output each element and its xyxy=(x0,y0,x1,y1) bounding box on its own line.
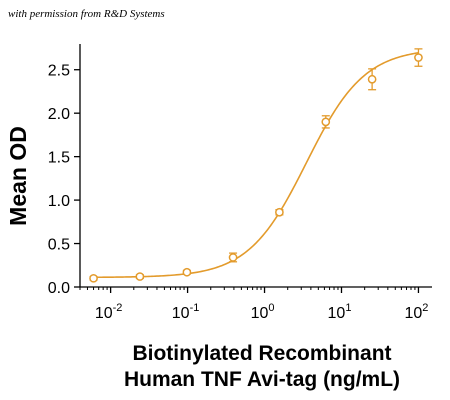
x-tick-label: 101 xyxy=(328,302,352,322)
y-tick-label: 0.5 xyxy=(48,237,70,254)
data-point xyxy=(182,267,192,277)
fit-curve xyxy=(93,51,419,279)
y-tick-label: 1.5 xyxy=(48,150,70,167)
data-marker xyxy=(321,117,331,127)
data-marker xyxy=(135,272,145,281)
x-tick-label: 10-2 xyxy=(95,302,123,322)
data-point xyxy=(228,252,238,263)
x-axis-title-line-2: Human TNF Avi-tag (ng/mL) xyxy=(124,368,400,391)
data-marker xyxy=(228,253,238,262)
axes: 0.0 0.5 1.0 1.5 2.0 2.5 10-2 10-1 100 101 102 xyxy=(48,44,432,322)
data-marker xyxy=(414,53,423,62)
data-point xyxy=(135,272,145,281)
fit-curve-layer xyxy=(93,51,419,279)
x-tick-label: 102 xyxy=(404,302,428,322)
data-points-layer xyxy=(89,48,423,283)
y-tick-label: 2.0 xyxy=(48,106,70,123)
data-marker xyxy=(182,267,192,277)
credit-text: with permission from R&D Systems xyxy=(8,8,165,20)
y-tick-label: 1.0 xyxy=(48,193,70,210)
y-tick-label: 0.0 xyxy=(48,280,70,297)
data-point xyxy=(275,207,284,217)
y-axis-title: Mean OD xyxy=(5,126,31,226)
data-marker xyxy=(367,74,377,84)
data-marker xyxy=(89,273,98,283)
data-point xyxy=(89,273,98,283)
x-tick-label: 100 xyxy=(251,302,275,322)
data-point xyxy=(321,115,331,129)
data-marker xyxy=(275,207,284,217)
x-axis-title-line-1: Biotinylated Recombinant xyxy=(132,342,391,365)
data-point xyxy=(414,48,423,67)
y-tick-label: 2.5 xyxy=(48,63,70,80)
x-tick-label: 10-1 xyxy=(172,302,200,322)
data-point xyxy=(367,68,377,91)
